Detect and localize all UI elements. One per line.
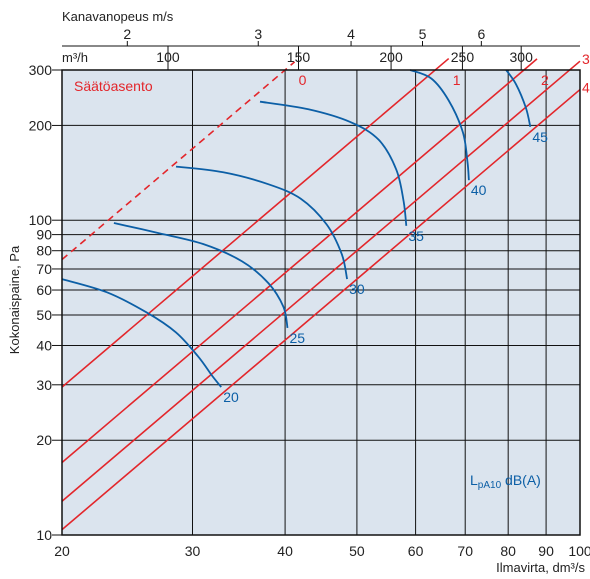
- x-tick-label-70: 70: [457, 543, 473, 559]
- plot-frame: [61, 69, 581, 536]
- setting-line-2: [61, 58, 538, 464]
- sound-curve-label-20: 20: [223, 389, 239, 405]
- x-tick-label-20: 20: [54, 543, 70, 559]
- x-tick-label-80: 80: [500, 543, 516, 559]
- m3h-tick-label-150: 150: [287, 49, 311, 65]
- setting-label-3: 3: [582, 51, 590, 67]
- y-tick-label-70: 70: [36, 261, 52, 277]
- m3h-tick-label-300: 300: [510, 49, 534, 65]
- setting-line-4: [61, 88, 581, 531]
- m3h-axis-label: m³/h: [62, 50, 88, 65]
- setting-line-1: [61, 57, 450, 388]
- y-tick-label-40: 40: [36, 337, 52, 353]
- tick-labels: 20 30 40 50 60 70 80 90 100102030405060708090100…: [29, 26, 590, 559]
- x-tick-label-40: 40: [277, 543, 293, 559]
- velocity-tick-label-4: 4: [347, 26, 355, 42]
- y-tick-label-100: 100: [29, 212, 53, 228]
- setting-line-3: [61, 60, 581, 502]
- setting-legend-title: Säätöasento: [74, 78, 153, 94]
- top-axis-title: Kanavanopeus m/s: [62, 9, 174, 24]
- velocity-tick-label-5: 5: [419, 26, 427, 42]
- x-tick-label-50: 50: [349, 543, 365, 559]
- y-tick-label-80: 80: [36, 243, 52, 259]
- sound-curve-label-30: 30: [349, 281, 365, 297]
- sound-curve-30: [175, 165, 348, 280]
- sound-legend-prefix: L: [470, 472, 478, 488]
- y-tick-label-50: 50: [36, 307, 52, 323]
- y-tick-label-300: 300: [29, 62, 53, 78]
- y-tick-label-20: 20: [36, 432, 52, 448]
- setting-label-4: 4: [582, 80, 590, 96]
- velocity-tick-label-3: 3: [254, 26, 262, 42]
- velocity-tick-label-6: 6: [477, 26, 485, 42]
- y-tick-label-30: 30: [36, 377, 52, 393]
- sound-curve-label-35: 35: [408, 228, 424, 244]
- y-tick-label-60: 60: [36, 282, 52, 298]
- velocity-tick-label-2: 2: [123, 26, 131, 42]
- sound-curve-label-40: 40: [471, 182, 487, 198]
- plot-background: [62, 70, 580, 535]
- sound-legend-subscript: pA10: [478, 480, 502, 491]
- sound-curve-45: [505, 69, 532, 127]
- x-tick-label-60: 60: [408, 543, 424, 559]
- y-tick-label-90: 90: [36, 227, 52, 243]
- x-tick-label-30: 30: [185, 543, 201, 559]
- sound-curve-40: [409, 69, 470, 181]
- x-axis-title: Ilmavirta, dm³/s: [496, 560, 585, 575]
- sound-level-legend: LpA10 dB(A): [470, 472, 541, 491]
- y-tick-label-200: 200: [29, 117, 53, 133]
- y-axis-title: Kokonaispaine, Pa: [7, 245, 22, 354]
- m3h-tick-label-100: 100: [156, 49, 180, 65]
- y-tick-label-10: 10: [36, 527, 52, 543]
- sound-curve-20: [61, 278, 222, 388]
- sound-curve-label-25: 25: [289, 330, 305, 346]
- sound-curve-25: [113, 222, 289, 329]
- setting-label-0: 0: [299, 72, 307, 88]
- sound-curve-label-45: 45: [532, 129, 548, 145]
- x-tick-label-100: 100: [568, 543, 590, 559]
- setting-label-2: 2: [541, 72, 549, 88]
- sound-legend-suffix: dB(A): [501, 472, 541, 488]
- setting-line-0: [61, 61, 296, 261]
- setting-label-1: 1: [453, 72, 461, 88]
- m3h-tick-label-250: 250: [451, 49, 475, 65]
- m3h-tick-label-200: 200: [379, 49, 403, 65]
- sound-curve-35: [259, 100, 408, 226]
- x-tick-label-90: 90: [538, 543, 554, 559]
- setting-lines: 0 1 2 3 4: [61, 51, 590, 531]
